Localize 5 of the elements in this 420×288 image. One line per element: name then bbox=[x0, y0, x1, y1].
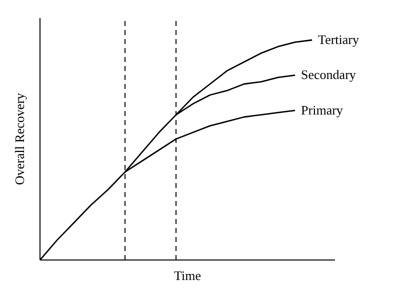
x-axis-title: Time bbox=[174, 268, 202, 283]
series-label: Secondary bbox=[301, 67, 356, 82]
y-axis-title: Overall Recovery bbox=[12, 92, 27, 186]
series-label: Tertiary bbox=[318, 32, 360, 47]
series-label: Primary bbox=[301, 102, 344, 118]
